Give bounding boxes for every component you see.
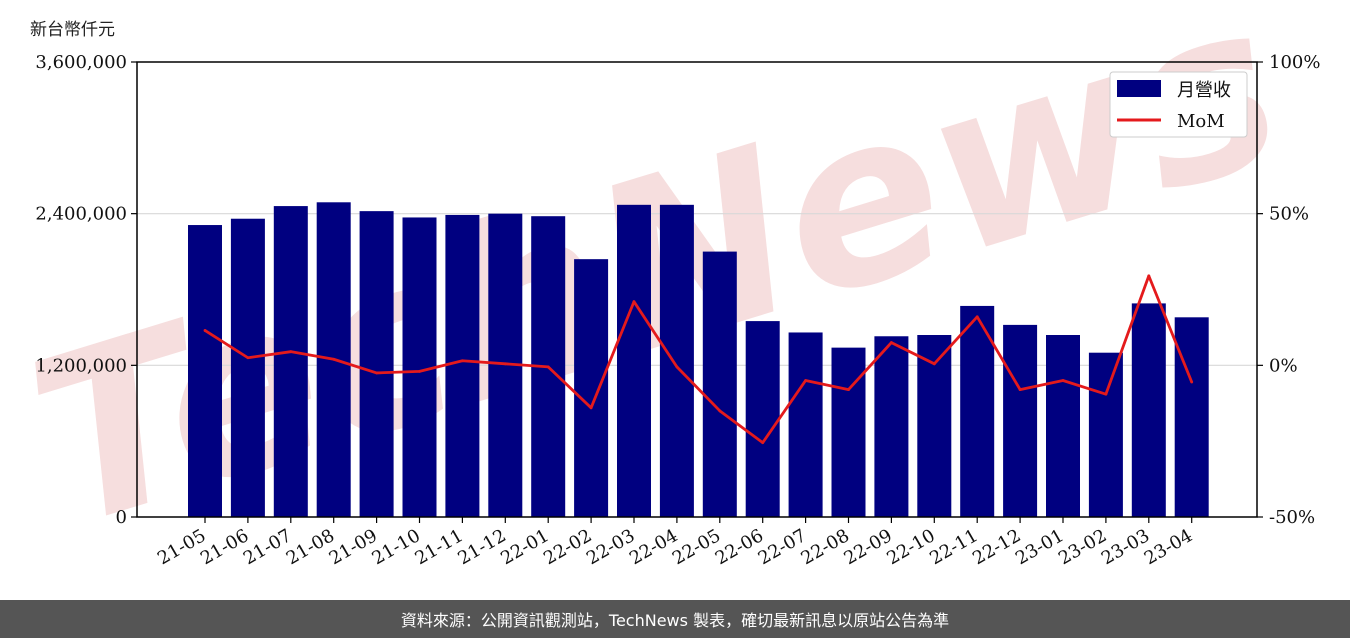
x-tick-label-23-01: 23-01 — [1012, 525, 1067, 569]
right-tick-label: 100% — [1269, 52, 1320, 73]
mom-point-21-11 — [461, 359, 464, 363]
mom-point-21-12 — [503, 362, 507, 366]
x-tick-label-22-11: 22-11 — [926, 525, 981, 569]
left-tick-label: 2,400,000 — [35, 204, 127, 225]
left-tick-label: 1,200,000 — [35, 355, 127, 376]
x-tick-label-21-10: 21-10 — [369, 525, 424, 569]
bar-21-06 — [230, 218, 265, 517]
left-tick-label: 0 — [116, 507, 127, 528]
mom-point-21-09 — [375, 371, 378, 375]
bar-22-08 — [831, 347, 866, 517]
bar-23-04 — [1174, 317, 1209, 517]
mom-point-23-02 — [1104, 392, 1108, 396]
bar-22-03 — [617, 204, 651, 517]
x-tick-label-22-12: 22-12 — [969, 525, 1024, 569]
mom-point-21-06 — [246, 356, 250, 360]
bar-22-05 — [702, 251, 737, 518]
x-tick-label-23-04: 23-04 — [1141, 525, 1196, 569]
bar-22-10 — [917, 335, 952, 517]
mom-point-23-01 — [1061, 379, 1065, 382]
bar-22-09 — [874, 336, 909, 517]
right-tick-label: 0% — [1269, 355, 1298, 376]
mom-point-22-05 — [718, 409, 722, 413]
mom-line — [204, 274, 1193, 445]
x-tick-label-21-12: 21-12 — [454, 525, 509, 569]
x-tick-label-22-06: 22-06 — [712, 525, 767, 569]
right-tick-label: 50% — [1269, 204, 1309, 225]
legend-line-label: MoM — [1177, 111, 1225, 132]
mom-point-21-08 — [332, 357, 336, 361]
bar-series — [188, 202, 1209, 518]
mom-point-22-06 — [761, 441, 765, 445]
bar-21-07 — [273, 206, 308, 518]
footer-source: 資料來源：公開資訊觀測站，TechNews 製表，確切最新訊息以原站公告為準 — [0, 600, 1350, 638]
x-tick-label-21-07: 21-07 — [240, 525, 295, 569]
plot-frame — [136, 61, 1258, 518]
x-tick-label-21-08: 21-08 — [283, 525, 338, 569]
mom-point-22-09 — [890, 341, 893, 344]
mom-point-21-07 — [289, 350, 293, 354]
line-series — [203, 274, 1194, 445]
legend: 月營收 MoM — [1109, 71, 1248, 138]
mom-point-22-07 — [804, 379, 807, 382]
right-tick-label: -50% — [1269, 507, 1315, 528]
mom-point-22-02 — [589, 406, 593, 410]
bar-22-04 — [659, 204, 694, 517]
mom-point-22-10 — [932, 362, 936, 366]
legend-bar-label: 月營收 — [1177, 80, 1231, 101]
chart: TechNews 01,200,0002,400,0003,600,000-50… — [5, 0, 1320, 580]
left-tick-label: 3,600,000 — [35, 52, 127, 73]
bar-21-11 — [445, 214, 480, 518]
bar-23-02 — [1088, 352, 1123, 517]
x-tick-label-21-11: 21-11 — [411, 525, 466, 569]
legend-bar-swatch — [1117, 80, 1161, 97]
x-tick-label-22-08: 22-08 — [798, 525, 853, 569]
mom-point-22-01 — [546, 365, 550, 369]
bar-21-05 — [188, 225, 222, 517]
mom-point-22-11 — [975, 315, 979, 319]
bar-23-03 — [1131, 303, 1166, 517]
bar-22-11 — [960, 305, 995, 517]
mom-point-22-08 — [847, 388, 850, 391]
x-tick-label-23-02: 23-02 — [1055, 525, 1110, 569]
x-tick-label-22-09: 22-09 — [840, 525, 895, 569]
x-tick-label-21-09: 21-09 — [326, 525, 381, 569]
bar-22-02 — [574, 259, 609, 517]
bar-22-12 — [1003, 324, 1038, 517]
x-tick-label-22-04: 22-04 — [626, 525, 681, 569]
x-tick-label-22-02: 22-02 — [540, 525, 595, 569]
bar-22-07 — [788, 332, 823, 517]
mom-point-21-10 — [418, 370, 421, 373]
bar-21-09 — [359, 211, 394, 517]
mom-point-22-04 — [675, 365, 679, 369]
x-tick-label-22-07: 22-07 — [755, 525, 810, 569]
unit-label: 新台幣仟元 — [30, 20, 115, 40]
mom-point-22-03 — [632, 300, 636, 304]
x-tick-label-22-10: 22-10 — [883, 525, 938, 569]
mom-point-23-03 — [1147, 274, 1151, 278]
mom-point-23-04 — [1190, 380, 1194, 384]
mom-point-21-05 — [203, 329, 207, 332]
bar-23-01 — [1046, 335, 1080, 517]
x-tick-label-22-01: 22-01 — [497, 525, 552, 569]
x-tick-label-23-03: 23-03 — [1098, 525, 1153, 569]
x-tick-label-22-05: 22-05 — [669, 525, 724, 569]
x-tick-label-22-03: 22-03 — [583, 525, 638, 569]
mom-point-22-12 — [1018, 388, 1022, 391]
bar-22-06 — [745, 321, 780, 517]
